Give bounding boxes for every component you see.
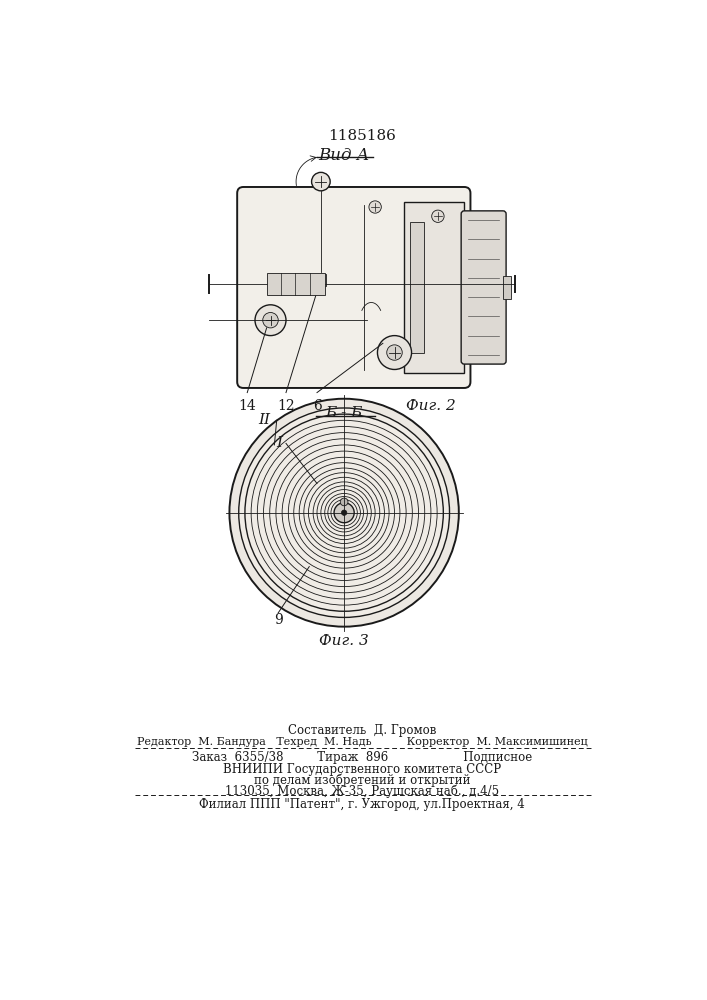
Text: Составитель  Д. Громов: Составитель Д. Громов <box>288 724 436 737</box>
Circle shape <box>432 210 444 222</box>
Bar <box>267 273 325 295</box>
Text: Филиал ППП "Патент", г. Ужгород, ул.Проектная, 4: Филиал ППП "Патент", г. Ужгород, ул.Прое… <box>199 798 525 811</box>
Circle shape <box>334 503 354 523</box>
Text: 9: 9 <box>274 613 283 627</box>
Text: по делам изобретений и открытий: по делам изобретений и открытий <box>254 774 470 787</box>
Text: ВНИИПИ Государственного комитета СССР: ВНИИПИ Государственного комитета СССР <box>223 763 501 776</box>
Text: I: I <box>276 436 282 450</box>
Bar <box>410 222 424 353</box>
Bar <box>404 202 464 373</box>
Circle shape <box>230 399 459 627</box>
Bar <box>503 276 510 299</box>
Circle shape <box>369 201 381 213</box>
Text: 6: 6 <box>312 399 322 413</box>
Text: 1185186: 1185186 <box>328 129 396 143</box>
Text: Вид А: Вид А <box>318 147 370 164</box>
Bar <box>316 274 325 286</box>
Text: Фиг. 3: Фиг. 3 <box>320 634 369 648</box>
Circle shape <box>340 498 348 506</box>
FancyBboxPatch shape <box>461 211 506 364</box>
Text: II: II <box>259 413 271 427</box>
Circle shape <box>312 172 330 191</box>
Circle shape <box>239 408 450 617</box>
Circle shape <box>378 336 411 369</box>
Circle shape <box>341 510 347 515</box>
Text: Редактор  М. Бандура   Техред  М. Надь          Корректор  М. Максимишинец: Редактор М. Бандура Техред М. Надь Корре… <box>136 737 588 747</box>
Text: 14: 14 <box>238 399 256 413</box>
Text: 12: 12 <box>277 399 295 413</box>
Circle shape <box>387 345 402 360</box>
Text: Заказ  6355/38         Тираж  896                    Подписное: Заказ 6355/38 Тираж 896 Подписное <box>192 751 532 764</box>
Circle shape <box>263 312 279 328</box>
Circle shape <box>255 305 286 336</box>
Text: Фиг. 2: Фиг. 2 <box>406 399 456 413</box>
Text: Б - Б: Б - Б <box>325 406 363 420</box>
Text: 113035, Москва, Ж-35, Раушская наб., д.4/5: 113035, Москва, Ж-35, Раушская наб., д.4… <box>225 785 499 798</box>
FancyBboxPatch shape <box>237 187 470 388</box>
